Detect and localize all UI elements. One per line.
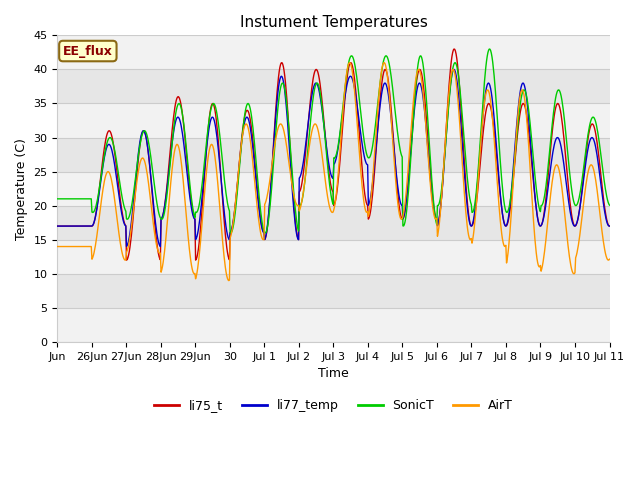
Legend: li75_t, li77_temp, SonicT, AirT: li75_t, li77_temp, SonicT, AirT [149, 394, 518, 417]
Bar [58, 70, 609, 104]
Bar [58, 308, 609, 342]
Bar [58, 36, 609, 70]
Title: Instument Temperatures: Instument Temperatures [239, 15, 428, 30]
Bar [58, 104, 609, 138]
Bar [58, 138, 609, 171]
Text: EE_flux: EE_flux [63, 45, 113, 58]
X-axis label: Time: Time [318, 367, 349, 380]
Bar [58, 205, 609, 240]
Bar [58, 171, 609, 205]
Bar [58, 240, 609, 274]
Bar [58, 274, 609, 308]
Y-axis label: Temperature (C): Temperature (C) [15, 138, 28, 240]
